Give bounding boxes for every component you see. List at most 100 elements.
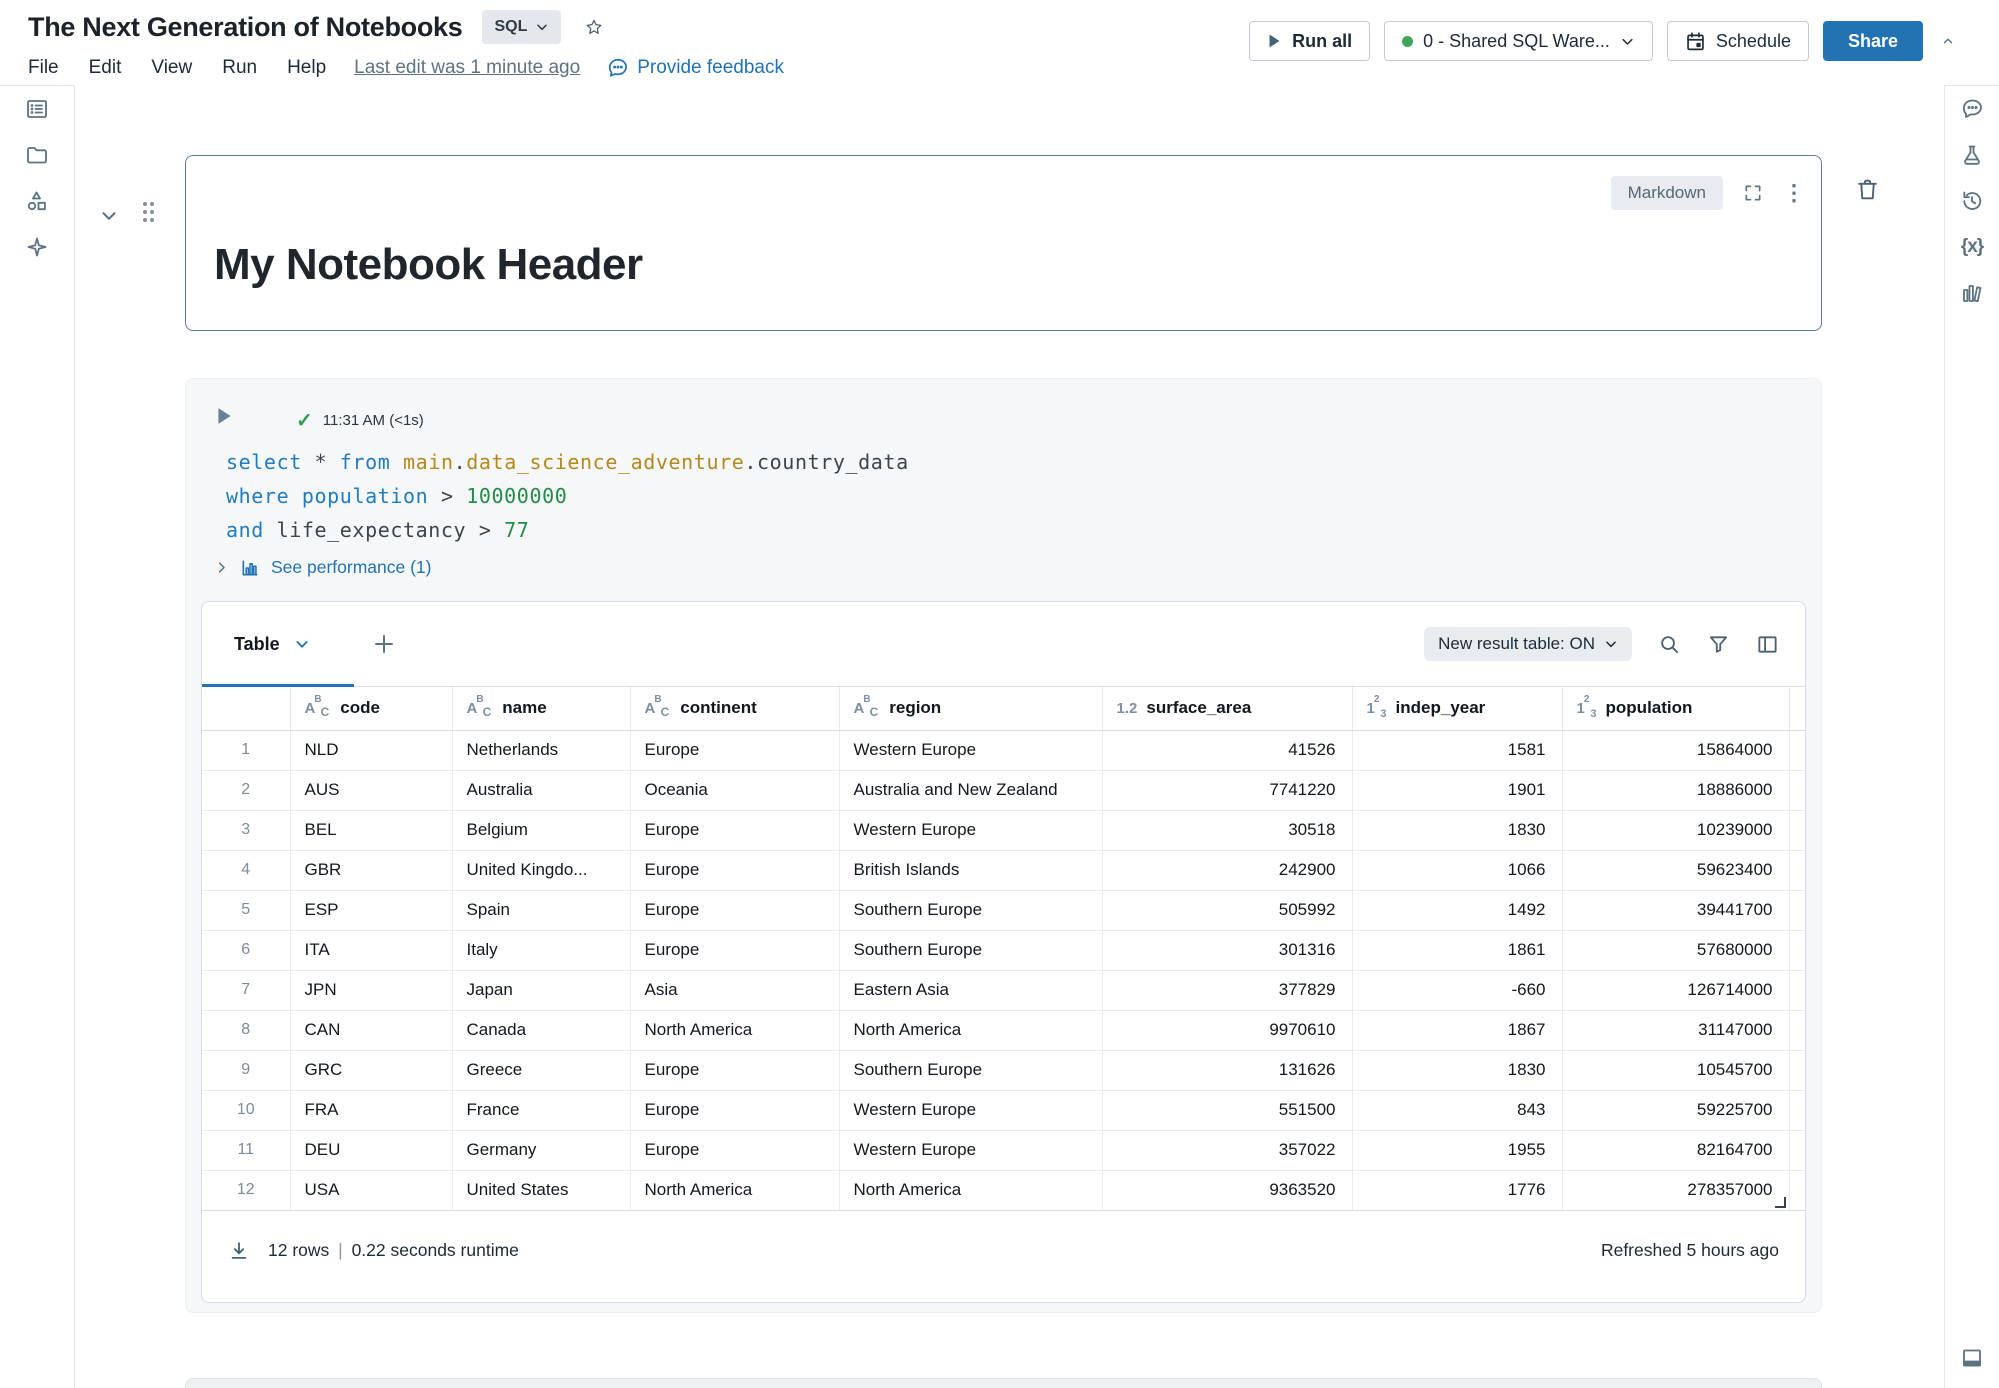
assistant-sparkle-icon[interactable] — [25, 235, 49, 259]
cell-region[interactable]: Western Europe — [838, 810, 1102, 851]
cell-name[interactable]: Spain — [451, 890, 630, 931]
search-icon[interactable] — [1658, 633, 1681, 656]
last-edit-link[interactable]: Last edit was 1 minute ago — [354, 56, 581, 78]
bottom-panel-icon[interactable] — [1960, 1346, 1984, 1370]
cell-continent[interactable]: Europe — [629, 1050, 839, 1091]
code-line[interactable]: where population > 10000000 — [226, 484, 568, 508]
notebook-title[interactable]: The Next Generation of Notebooks — [28, 11, 463, 42]
column-header-code[interactable]: ABC code — [289, 687, 452, 731]
cell-population[interactable]: 278357000 — [1561, 1170, 1789, 1210]
code-line[interactable]: and life_expectancy > 77 — [226, 518, 530, 542]
variables-icon[interactable]: {x} — [1960, 236, 1984, 257]
column-header-surface_area[interactable]: 1.2 surface_area — [1101, 687, 1352, 731]
cell-name[interactable]: United Kingdo... — [451, 850, 630, 891]
cell-continent[interactable]: North America — [629, 1010, 839, 1051]
see-performance-link[interactable]: See performance (1) — [214, 557, 432, 578]
version-history-icon[interactable] — [1960, 189, 1984, 213]
cell-continent[interactable]: Europe — [629, 890, 839, 931]
cell-region[interactable]: North America — [838, 1010, 1102, 1051]
favorite-star-icon[interactable] — [581, 14, 607, 40]
cell-region[interactable]: Southern Europe — [838, 1050, 1102, 1091]
cell-region[interactable]: Australia and New Zealand — [838, 770, 1102, 811]
code-line[interactable]: select * from main.data_science_adventur… — [226, 450, 909, 474]
cell-region[interactable]: Western Europe — [838, 1130, 1102, 1171]
cell-code[interactable]: GRC — [289, 1050, 452, 1091]
cell-code[interactable]: USA — [289, 1170, 452, 1210]
cell-region[interactable]: Southern Europe — [838, 890, 1102, 931]
cell-continent[interactable]: Europe — [629, 1130, 839, 1171]
cell-name[interactable]: Japan — [451, 970, 630, 1011]
columns-panel-icon[interactable] — [1756, 633, 1779, 656]
cell-indep_year[interactable]: 1901 — [1351, 770, 1562, 811]
menu-file[interactable]: File — [28, 56, 59, 78]
cell-continent[interactable]: Europe — [629, 850, 839, 891]
cell-name[interactable]: Germany — [451, 1130, 630, 1171]
cell-surface_area[interactable]: 357022 — [1101, 1130, 1352, 1171]
column-header-indep_year[interactable]: 123 indep_year — [1351, 687, 1562, 731]
cell-name[interactable]: Netherlands — [451, 730, 630, 771]
cell-code[interactable]: ITA — [289, 930, 452, 971]
language-selector[interactable]: SQL — [482, 10, 562, 44]
run-all-button[interactable]: Run all — [1249, 21, 1371, 61]
cell-name[interactable]: Belgium — [451, 810, 630, 851]
cell-region[interactable]: Western Europe — [838, 730, 1102, 771]
filter-icon[interactable] — [1707, 633, 1730, 656]
cell-population[interactable]: 82164700 — [1561, 1130, 1789, 1171]
cell-indep_year[interactable]: 1066 — [1351, 850, 1562, 891]
cell-continent[interactable]: Oceania — [629, 770, 839, 811]
cell-code[interactable]: FRA — [289, 1090, 452, 1131]
cell-continent[interactable]: Europe — [629, 930, 839, 971]
cell-surface_area[interactable]: 7741220 — [1101, 770, 1352, 811]
provide-feedback-link[interactable]: Provide feedback — [606, 56, 784, 79]
cell-name[interactable]: Canada — [451, 1010, 630, 1051]
cell-indep_year[interactable]: 1492 — [1351, 890, 1562, 931]
cell-surface_area[interactable]: 505992 — [1101, 890, 1352, 931]
menu-run[interactable]: Run — [222, 56, 258, 78]
catalog-shapes-icon[interactable] — [25, 189, 49, 213]
menu-view[interactable]: View — [151, 56, 193, 78]
cell-continent[interactable]: Europe — [629, 730, 839, 771]
menu-help[interactable]: Help — [287, 56, 327, 78]
table-of-contents-icon[interactable] — [25, 97, 49, 121]
cell-region[interactable]: Eastern Asia — [838, 970, 1102, 1011]
menu-edit[interactable]: Edit — [88, 56, 122, 78]
cell-surface_area[interactable]: 242900 — [1101, 850, 1352, 891]
experiments-flask-icon[interactable] — [1960, 143, 1984, 167]
new-result-table-toggle[interactable]: New result table: ON — [1424, 627, 1632, 661]
workspace-folder-icon[interactable] — [25, 143, 49, 167]
cell-population[interactable]: 15864000 — [1561, 730, 1789, 771]
cell-code[interactable]: NLD — [289, 730, 452, 771]
cell-population[interactable]: 10239000 — [1561, 810, 1789, 851]
collapse-header-chevron-icon[interactable] — [1937, 30, 1959, 52]
cell-code[interactable]: JPN — [289, 970, 452, 1011]
cell-type-badge[interactable]: Markdown — [1610, 176, 1723, 210]
cell-indep_year[interactable]: 1581 — [1351, 730, 1562, 771]
cell-code[interactable]: GBR — [289, 850, 452, 891]
cell-surface_area[interactable]: 9363520 — [1101, 1170, 1352, 1210]
cell-surface_area[interactable]: 9970610 — [1101, 1010, 1352, 1051]
cell-population[interactable]: 18886000 — [1561, 770, 1789, 811]
cell-population[interactable]: 10545700 — [1561, 1050, 1789, 1091]
cell-indep_year[interactable]: 1867 — [1351, 1010, 1562, 1051]
cell-surface_area[interactable]: 30518 — [1101, 810, 1352, 851]
collapse-cell-chevron-icon[interactable] — [98, 205, 120, 227]
delete-cell-trash-icon[interactable] — [1855, 177, 1880, 202]
cell-region[interactable]: Southern Europe — [838, 930, 1102, 971]
cell-indep_year[interactable]: 1830 — [1351, 810, 1562, 851]
cell-name[interactable]: France — [451, 1090, 630, 1131]
cell-continent[interactable]: Europe — [629, 1090, 839, 1131]
cell-code[interactable]: CAN — [289, 1010, 452, 1051]
cell-code[interactable]: ESP — [289, 890, 452, 931]
cell-name[interactable]: United States — [451, 1170, 630, 1210]
cell-population[interactable]: 39441700 — [1561, 890, 1789, 931]
drag-handle-icon[interactable] — [140, 199, 157, 225]
cell-indep_year[interactable]: 1861 — [1351, 930, 1562, 971]
cell-surface_area[interactable]: 551500 — [1101, 1090, 1352, 1131]
comments-icon[interactable] — [1960, 97, 1984, 121]
cell-region[interactable]: Western Europe — [838, 1090, 1102, 1131]
cell-indep_year[interactable]: 843 — [1351, 1090, 1562, 1131]
cell-region[interactable]: North America — [838, 1170, 1102, 1210]
share-button[interactable]: Share — [1822, 21, 1923, 61]
cell-indep_year[interactable]: 1955 — [1351, 1130, 1562, 1171]
download-icon[interactable] — [228, 1240, 250, 1262]
